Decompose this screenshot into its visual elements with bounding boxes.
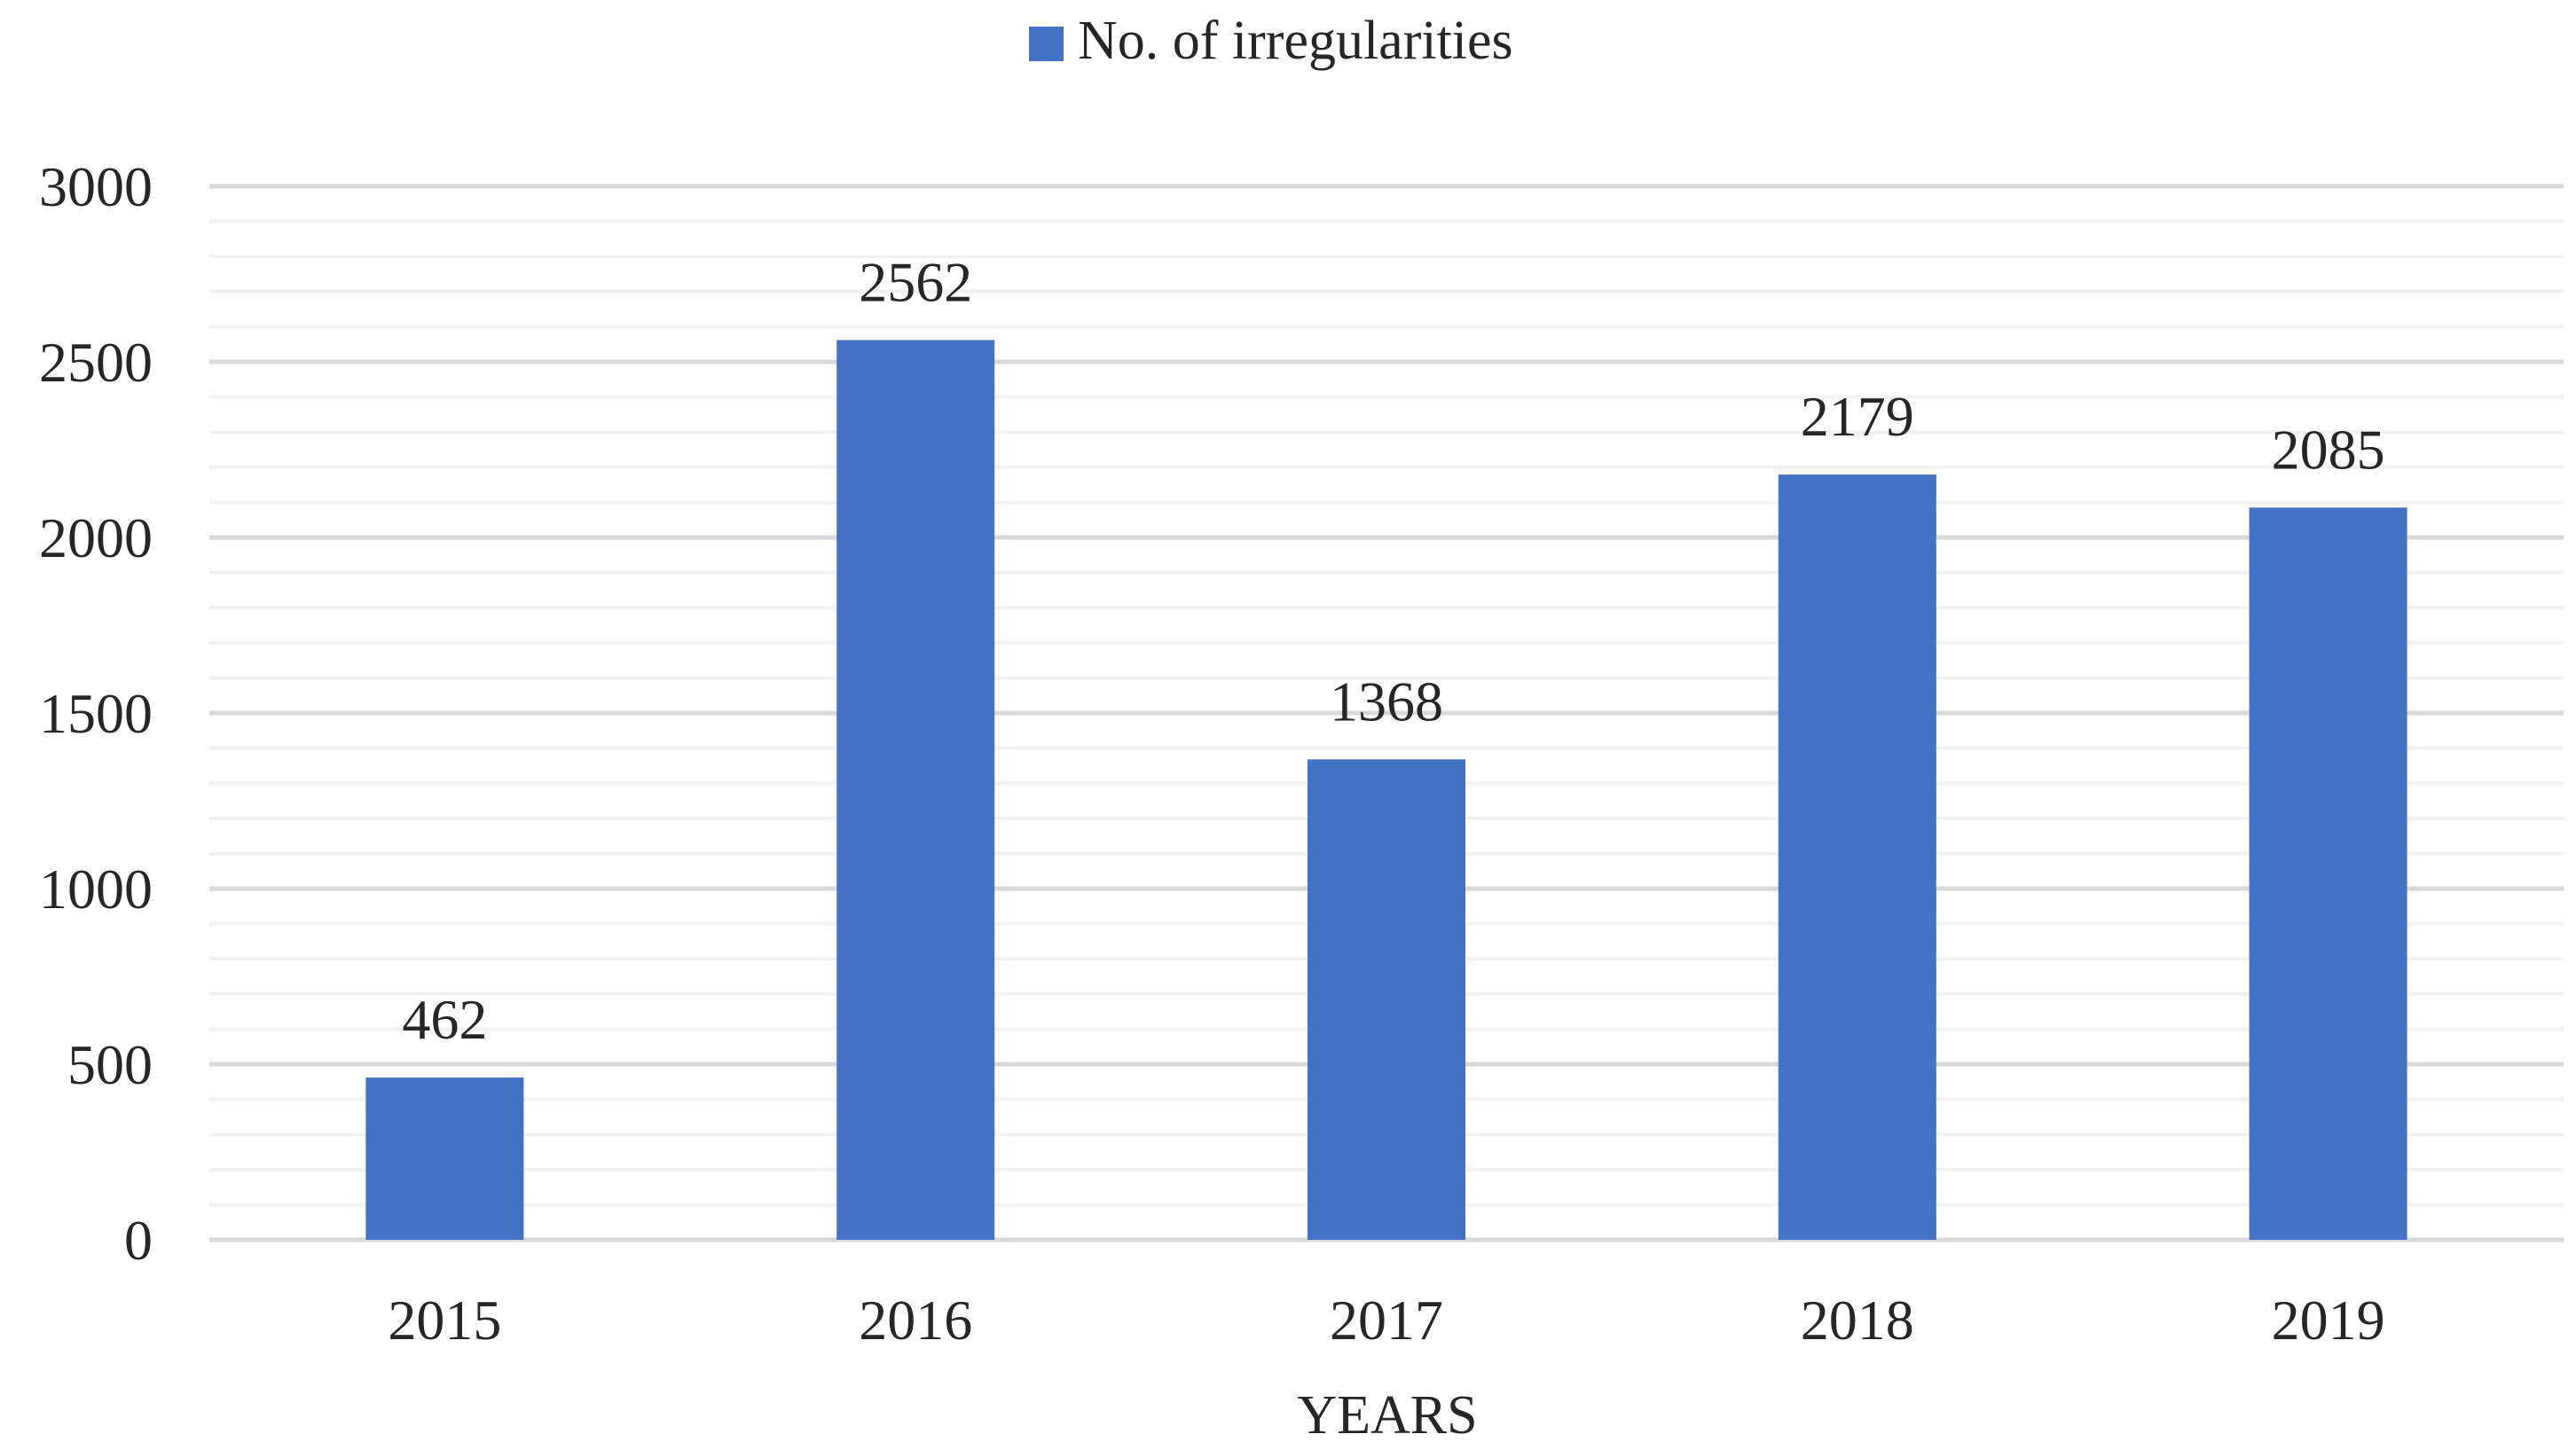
bars [365, 340, 2407, 1240]
y-tick-label: 500 [67, 1033, 153, 1096]
data-label-2017: 1368 [1330, 670, 1443, 733]
x-tick-label-2019: 2019 [2272, 1289, 2385, 1352]
bar-2017 [1308, 759, 1465, 1240]
data-label-2019: 2085 [2272, 418, 2385, 481]
bar-2018 [1778, 474, 1936, 1240]
x-tick-label-2017: 2017 [1330, 1289, 1443, 1352]
legend-swatch [1029, 27, 1064, 61]
x-tick-label-2016: 2016 [859, 1289, 972, 1352]
y-tick-label: 2500 [39, 331, 153, 394]
y-tick-label: 2000 [39, 506, 153, 569]
bar-data-labels: 462 2562 1368 2179 2085 [402, 250, 2384, 1051]
x-tick-label-2015: 2015 [388, 1289, 501, 1352]
bar-2019 [2249, 507, 2407, 1240]
y-tick-label: 1000 [39, 858, 153, 921]
legend-label: No. of irregularities [1078, 11, 1513, 71]
y-axis-tick-labels: 0 500 1000 1500 2000 2500 3000 [39, 155, 153, 1272]
bar-2016 [836, 340, 995, 1240]
x-tick-label-2018: 2018 [1801, 1289, 1914, 1352]
data-label-2015: 462 [402, 988, 487, 1051]
bar-2015 [365, 1078, 524, 1240]
x-axis-title: YEARS [1297, 1385, 1477, 1446]
x-axis-tick-labels: 2015 2016 2017 2018 2019 [388, 1289, 2384, 1352]
y-tick-label: 1500 [39, 682, 153, 745]
minor-gridlines [209, 219, 2564, 1207]
y-tick-label: 3000 [39, 155, 153, 218]
data-label-2016: 2562 [859, 250, 972, 313]
data-label-2018: 2179 [1801, 385, 1914, 448]
legend: No. of irregularities [1029, 11, 1513, 71]
y-tick-label: 0 [124, 1209, 153, 1272]
